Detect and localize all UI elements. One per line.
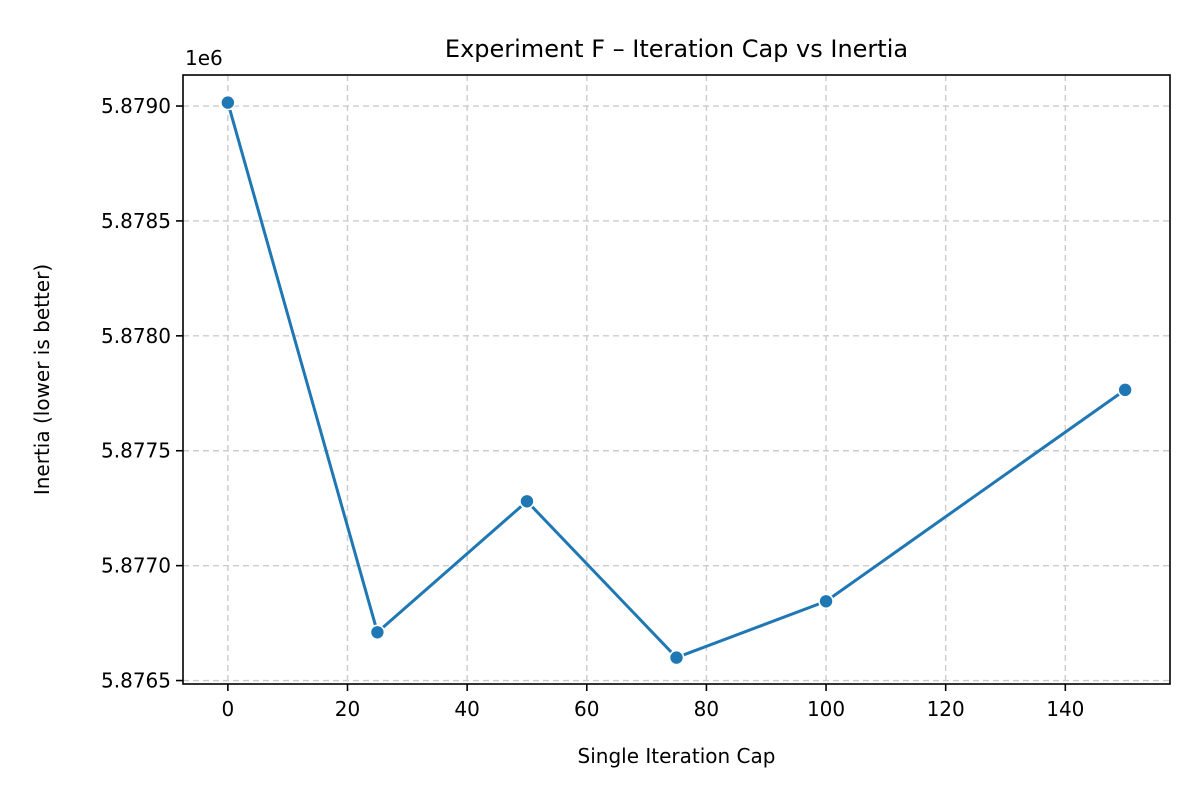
plot-frame	[182, 74, 1171, 685]
y-tick-label: 5.8775	[101, 439, 171, 463]
x-tick-label: 0	[221, 697, 234, 721]
x-tick-label: 20	[335, 697, 360, 721]
data-point	[818, 593, 834, 610]
series-line	[226, 101, 1127, 660]
data-point	[220, 94, 236, 111]
y-axis-label: Inertia (lower is better)	[30, 264, 54, 495]
data-point	[1117, 382, 1133, 398]
x-tick-label: 120	[927, 697, 965, 721]
y-tick-label: 5.8765	[101, 669, 171, 693]
x-tick-label: 40	[454, 697, 479, 721]
y-tick-label: 5.8780	[101, 324, 171, 348]
y-tick-label: 5.8790	[101, 94, 171, 118]
grid	[183, 75, 1170, 684]
data-point	[668, 649, 685, 666]
y-tick-label: 5.8770	[101, 554, 171, 578]
x-axis-label: Single Iteration Cap	[578, 744, 776, 768]
x-tick-label: 80	[694, 697, 719, 721]
chart-title: Experiment F – Iteration Cap vs Inertia	[445, 35, 908, 63]
series-group	[220, 94, 1133, 666]
x-tick-label: 100	[807, 697, 845, 721]
x-tick-label: 60	[574, 697, 599, 721]
data-point	[369, 624, 386, 641]
y-axis-offset-label: 1e6	[185, 46, 223, 70]
data-point	[519, 493, 535, 510]
axis-ticks: 0 20 40 60 80 100 120 140 5.8765 5.8770 5.8775 5.87…	[101, 94, 1084, 721]
x-tick-label: 140	[1046, 697, 1084, 721]
y-tick-label: 5.8785	[101, 209, 171, 233]
